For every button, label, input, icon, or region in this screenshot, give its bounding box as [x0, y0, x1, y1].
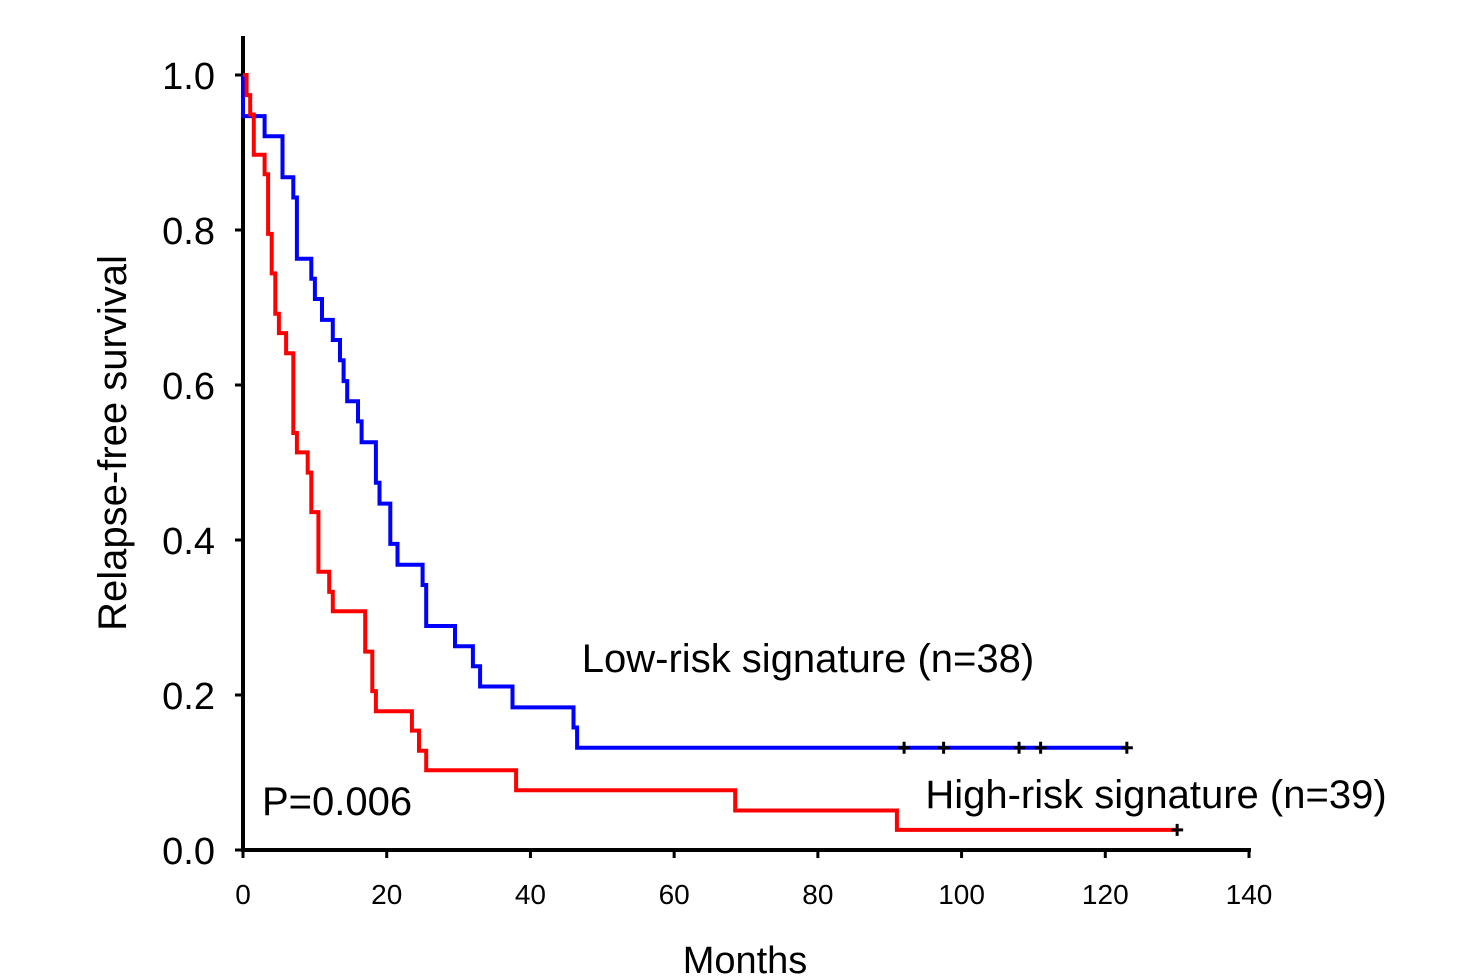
y-tick-label: 0.4	[162, 521, 215, 563]
y-axis-label: Relapse-free survival	[91, 255, 135, 631]
survival-curve-low-risk	[241, 75, 1127, 750]
survival-curve-high-risk	[243, 73, 1178, 832]
y-tick-label: 0.2	[162, 676, 215, 718]
x-tick-label: 140	[1226, 879, 1273, 910]
censor-mark	[1120, 741, 1133, 754]
x-tick-label: 20	[371, 879, 402, 910]
x-tick-label: 120	[1082, 879, 1129, 910]
censor-mark	[1034, 741, 1047, 754]
censor-mark	[898, 741, 911, 754]
x-axis-label: Months	[683, 940, 808, 974]
y-tick-label: 0.0	[162, 831, 215, 873]
x-tick-label: 80	[802, 879, 833, 910]
series-label-high-risk: High-risk signature (n=39)	[925, 773, 1386, 817]
series-label-low-risk: Low-risk signature (n=38)	[582, 637, 1034, 681]
censor-mark	[937, 741, 950, 754]
y-tick-label: 0.6	[162, 366, 215, 408]
x-tick-label: 60	[659, 879, 690, 910]
y-tick-label: 0.8	[162, 211, 215, 253]
censor-mark	[1171, 823, 1184, 836]
x-tick-label: 40	[515, 879, 546, 910]
plot-area	[241, 73, 1184, 836]
y-tick-label: 1.0	[162, 56, 215, 98]
censor-mark	[1013, 741, 1026, 754]
axes: 0 20 40 60 80 100 120 140 0.0 0.2 0.4 0.6 0.8 1.0	[162, 36, 1272, 910]
x-tick-label: 100	[938, 879, 985, 910]
p-value-annotation: P=0.006	[262, 780, 412, 824]
x-tick-label: 0	[235, 879, 251, 910]
